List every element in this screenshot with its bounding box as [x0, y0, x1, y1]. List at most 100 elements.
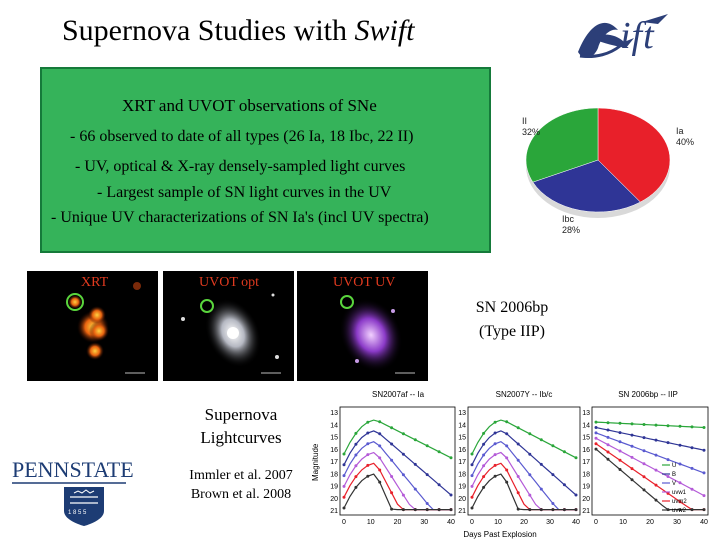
- lc-data-point: [449, 508, 453, 512]
- lc-data-point: [630, 467, 634, 471]
- lc-xlabel: Days Past Explosion: [463, 530, 536, 539]
- lc-data-point: [401, 452, 405, 456]
- lc-data-point: [630, 478, 634, 482]
- lc-y-tick: 20: [330, 496, 338, 503]
- lc-data-point: [551, 508, 555, 512]
- lc-series-line: [595, 432, 705, 474]
- lc-data-point: [401, 508, 405, 512]
- lc-data-point: [401, 493, 405, 497]
- lc-data-point: [528, 432, 532, 436]
- lc-data-point: [470, 452, 474, 456]
- lc-data-point: [390, 442, 394, 446]
- lc-series-line: [343, 473, 451, 511]
- pie-label-ibc-name: Ibc: [562, 214, 575, 224]
- lc-x-tick: 0: [594, 519, 598, 526]
- lc-data-point: [562, 483, 566, 487]
- lc-y-tick: 13: [458, 410, 466, 417]
- lc-data-point: [390, 426, 394, 430]
- lc-data-point: [690, 487, 694, 491]
- lc-data-point: [505, 456, 509, 460]
- lc-y-tick: 21: [330, 508, 338, 515]
- lc-series-line: [471, 430, 577, 496]
- sn-type-pie-chart: II 32% Ia 40% Ibc 28%: [500, 94, 720, 244]
- lc-data-point: [378, 468, 382, 472]
- lc-data-point: [606, 428, 610, 432]
- title-main: Supernova Studies with: [62, 14, 347, 47]
- lc-data-point: [594, 420, 598, 424]
- lc-data-point: [470, 484, 474, 488]
- lc-data-point: [654, 453, 658, 457]
- lc-data-point: [642, 488, 646, 492]
- lc-data-point: [354, 431, 358, 435]
- lc-x-tick: 40: [572, 519, 580, 526]
- uvot-opt-image-panel: UVOT opt: [163, 271, 294, 381]
- lc-data-point: [702, 508, 706, 512]
- lc-data-point: [493, 453, 497, 457]
- pie-label-ibc-pct: 28%: [562, 225, 581, 235]
- lc-data-point: [594, 436, 598, 440]
- lc-data-point: [574, 493, 578, 497]
- lc-data-point: [413, 438, 417, 442]
- lc-legend-label: B: [672, 472, 676, 478]
- lc-data-point: [551, 473, 555, 477]
- lc-data-point: [354, 475, 358, 479]
- lc-y-tick: 19: [330, 484, 338, 491]
- lc-data-point: [437, 450, 441, 454]
- lc-data-point: [342, 495, 346, 499]
- lc-data-point: [516, 426, 520, 430]
- lc-data-point: [425, 444, 429, 448]
- lc-data-point: [702, 448, 706, 452]
- lc-y-tick: 15: [458, 435, 466, 442]
- lc-series-line: [343, 419, 452, 459]
- swift-bird-icon: [578, 14, 668, 58]
- lc-data-point: [437, 483, 441, 487]
- lc-data-point: [678, 481, 682, 485]
- bullet-item: - Largest sample of SN light curves in t…: [97, 184, 392, 201]
- lc-y-tick: 20: [582, 496, 590, 503]
- sn-label: SN 2006bp (Type IIP): [462, 296, 562, 344]
- lc-y-tick: 18: [582, 471, 590, 478]
- lc-data-point: [493, 420, 497, 424]
- lc-data-point: [666, 475, 670, 478]
- lc-y-tick: 16: [458, 447, 466, 454]
- lc-series-line: [343, 430, 452, 496]
- sn-name: SN 2006bp: [475, 299, 549, 316]
- lc-data-point: [413, 462, 417, 466]
- lc-data-point: [378, 480, 382, 484]
- reference-item: Immler et al. 2007: [189, 468, 293, 483]
- references: Immler et al. 2007 Brown et al. 2008: [176, 466, 306, 504]
- lc-data-point: [482, 485, 486, 489]
- lc-data-point: [666, 458, 670, 462]
- sn-marker-icon: [340, 295, 354, 309]
- lc-data-point: [630, 422, 634, 426]
- lc-data-point: [594, 447, 598, 451]
- lc-data-point: [690, 425, 694, 429]
- lc-panel-frame: [467, 406, 581, 516]
- pie-slice-ii: [525, 107, 599, 183]
- xrt-image-panel: XRT: [27, 271, 158, 381]
- lc-data-point: [642, 449, 646, 453]
- lc-y-tick: 17: [458, 459, 466, 466]
- lc-data-point: [690, 508, 694, 512]
- lc-y-tick: 14: [582, 422, 590, 429]
- lc-x-tick: 20: [520, 519, 528, 526]
- lc-data-point: [366, 431, 370, 435]
- lc-panel-title: SN2007af -- Ia: [372, 390, 425, 399]
- lc-data-point: [594, 442, 598, 446]
- pie-svg: [525, 107, 671, 218]
- lc-legend-label: uvm2: [672, 499, 687, 505]
- lc-legend-label: V: [672, 481, 676, 487]
- lightcurves-title-line1: Supernova: [204, 405, 278, 424]
- lc-data-point: [528, 473, 532, 477]
- lc-y-tick: 19: [458, 484, 466, 491]
- lc-data-point: [562, 508, 566, 512]
- pennstate-shield-icon: [12, 482, 126, 526]
- lc-x-tick: 30: [673, 519, 681, 526]
- lc-data-point: [606, 450, 610, 454]
- lc-y-tick: 13: [582, 410, 590, 417]
- lc-data-point: [378, 456, 382, 460]
- box-heading: XRT and UVOT observations of SNe: [122, 96, 377, 115]
- bullet-item: - 66 observed to date of all types (26 I…: [70, 128, 414, 145]
- lc-data-point: [574, 508, 578, 512]
- lc-data-point: [606, 457, 610, 461]
